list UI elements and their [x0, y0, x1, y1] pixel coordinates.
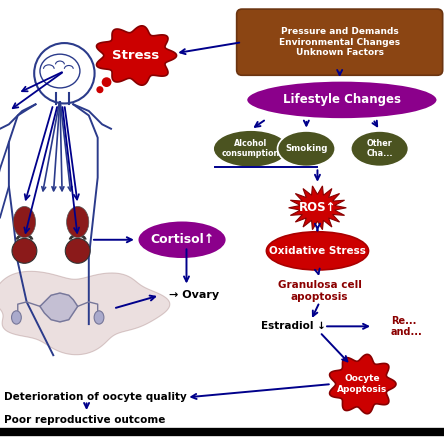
Text: Pressure and Demands
Environmental Changes
Unknown Factors: Pressure and Demands Environmental Chang… [279, 27, 400, 57]
Ellipse shape [94, 311, 104, 324]
Text: Alcohol
consumption: Alcohol consumption [222, 139, 280, 159]
Text: Re...
and...: Re... and... [391, 316, 423, 337]
Polygon shape [96, 26, 177, 85]
Circle shape [102, 77, 111, 87]
Polygon shape [40, 293, 78, 322]
Text: Cortisol↑: Cortisol↑ [150, 233, 214, 246]
Circle shape [65, 238, 90, 263]
Ellipse shape [13, 206, 36, 238]
Ellipse shape [213, 130, 289, 167]
Ellipse shape [278, 131, 335, 166]
Ellipse shape [138, 221, 226, 259]
Text: Oxidative Stress: Oxidative Stress [269, 246, 366, 256]
Text: Oocyte
Apoptosis: Oocyte Apoptosis [337, 374, 387, 394]
Text: → Ovary: → Ovary [169, 290, 219, 300]
Ellipse shape [351, 131, 408, 166]
Ellipse shape [12, 311, 21, 324]
Ellipse shape [266, 232, 369, 270]
Text: Stress: Stress [112, 49, 159, 62]
Circle shape [96, 86, 103, 93]
Ellipse shape [67, 206, 89, 238]
Text: Granulosa cell
apoptosis: Granulosa cell apoptosis [278, 280, 361, 301]
Polygon shape [0, 271, 170, 355]
Ellipse shape [246, 81, 437, 119]
Text: Smoking: Smoking [285, 144, 328, 153]
Text: ROS↑: ROS↑ [299, 201, 336, 214]
Polygon shape [329, 354, 396, 414]
Text: Lifestyle Changes: Lifestyle Changes [283, 93, 401, 107]
Text: Deterioration of oocyte quality: Deterioration of oocyte quality [4, 392, 187, 402]
Circle shape [12, 238, 37, 263]
Polygon shape [289, 186, 346, 230]
FancyBboxPatch shape [237, 9, 443, 75]
Text: Poor reproductive outcome: Poor reproductive outcome [4, 415, 166, 424]
Text: Estradiol ↓: Estradiol ↓ [261, 321, 325, 331]
Text: Other
Cha...: Other Cha... [366, 139, 393, 159]
